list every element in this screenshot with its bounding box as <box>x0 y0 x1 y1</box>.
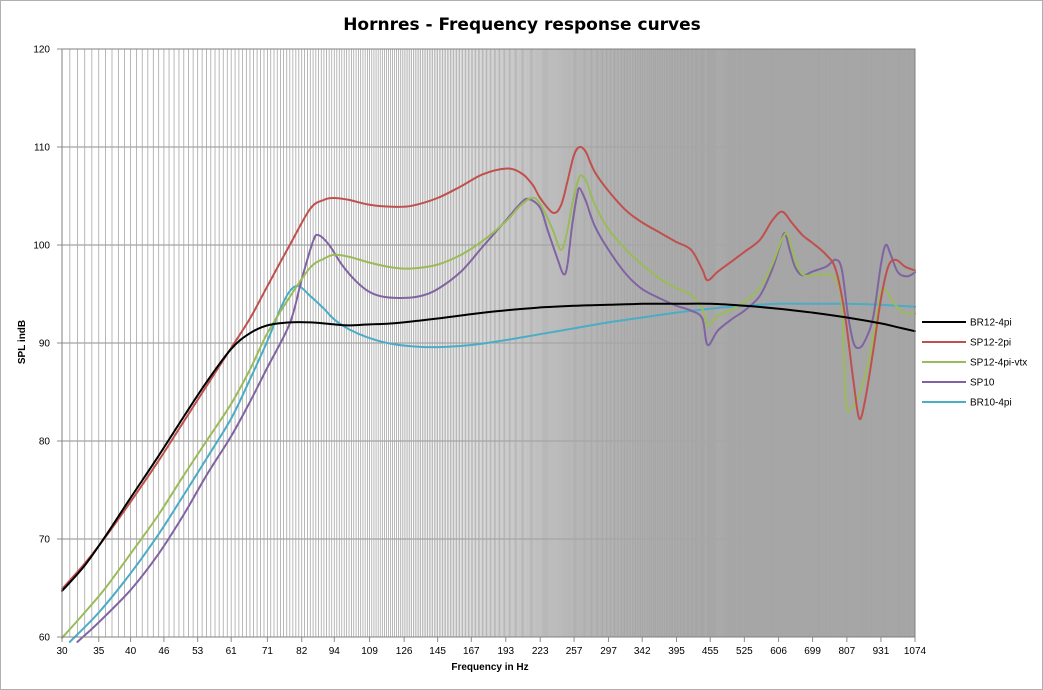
y-tick-label: 60 <box>39 633 51 644</box>
series-line-br12-4pi <box>61 302 916 592</box>
x-tick-label: 46 <box>158 646 170 657</box>
x-tick-label: 82 <box>296 646 308 657</box>
y-tick-label: 70 <box>39 535 51 546</box>
legend: BR12-4pi SP12-2pi SP12-4pi-vtx SP10 BR10-4pi <box>922 318 1027 409</box>
y-tick-label: 90 <box>39 339 51 350</box>
x-tick-label: 61 <box>226 646 238 657</box>
y-tick-label: 80 <box>39 437 51 448</box>
y-tick-label: 120 <box>33 45 50 56</box>
x-tick-label: 1074 <box>904 646 927 657</box>
x-tick-label: 525 <box>736 646 753 657</box>
series-line-sp12-4pi-vtx <box>61 174 916 639</box>
y-tick-label: 110 <box>34 143 50 154</box>
legend-label-br10-4pi: BR10-4pi <box>970 398 1012 409</box>
series-line-sp12-2pi <box>61 145 916 590</box>
chart-title: Hornres - Frequency response curves <box>343 15 701 35</box>
x-tick-label: 193 <box>497 646 514 657</box>
y-axis-title: SPL indB <box>17 320 28 364</box>
x-tick-label: 606 <box>770 646 787 657</box>
x-tick-label: 167 <box>463 646 480 657</box>
x-tick-label: 395 <box>668 646 685 657</box>
x-tick-label: 40 <box>125 646 137 657</box>
x-tick-label: 126 <box>396 646 413 657</box>
x-tick-label: 807 <box>839 646 856 657</box>
series-line-sp10 <box>76 187 916 643</box>
legend-label-br12-4pi: BR12-4pi <box>970 318 1012 329</box>
x-tick-label: 53 <box>192 646 204 657</box>
x-axis-title: Frequency in Hz <box>451 662 528 673</box>
x-tick-label: 94 <box>329 646 341 657</box>
x-tick-label: 71 <box>262 646 274 657</box>
x-tick-label: 342 <box>634 646 651 657</box>
y-tick-label: 100 <box>33 241 50 252</box>
x-tick-label: 35 <box>93 646 105 657</box>
grid <box>57 48 916 638</box>
x-tick-label: 109 <box>361 646 378 657</box>
legend-label-sp10: SP10 <box>970 378 995 389</box>
x-tick-label: 257 <box>566 646 583 657</box>
series-lines <box>61 145 916 643</box>
x-tick-label: 931 <box>873 646 890 657</box>
x-tick-label: 297 <box>600 646 617 657</box>
series-line-br10-4pi <box>68 284 916 643</box>
x-tick-label: 455 <box>702 646 719 657</box>
legend-label-sp12-2pi: SP12-2pi <box>970 338 1011 349</box>
plot-area-border <box>61 48 916 638</box>
y-axis-ticks: 60 70 80 90 100 110 120 <box>33 45 50 644</box>
x-tick-label: 699 <box>804 646 821 657</box>
legend-label-sp12-4pi-vtx: SP12-4pi-vtx <box>970 358 1027 369</box>
x-axis-ticks: 30 35 40 46 53 61 71 82 94 109 126 145 167 193 223 257 2… <box>56 637 927 657</box>
x-tick-label: 223 <box>532 646 549 657</box>
x-tick-label: 30 <box>56 646 68 657</box>
x-tick-label: 145 <box>429 646 446 657</box>
